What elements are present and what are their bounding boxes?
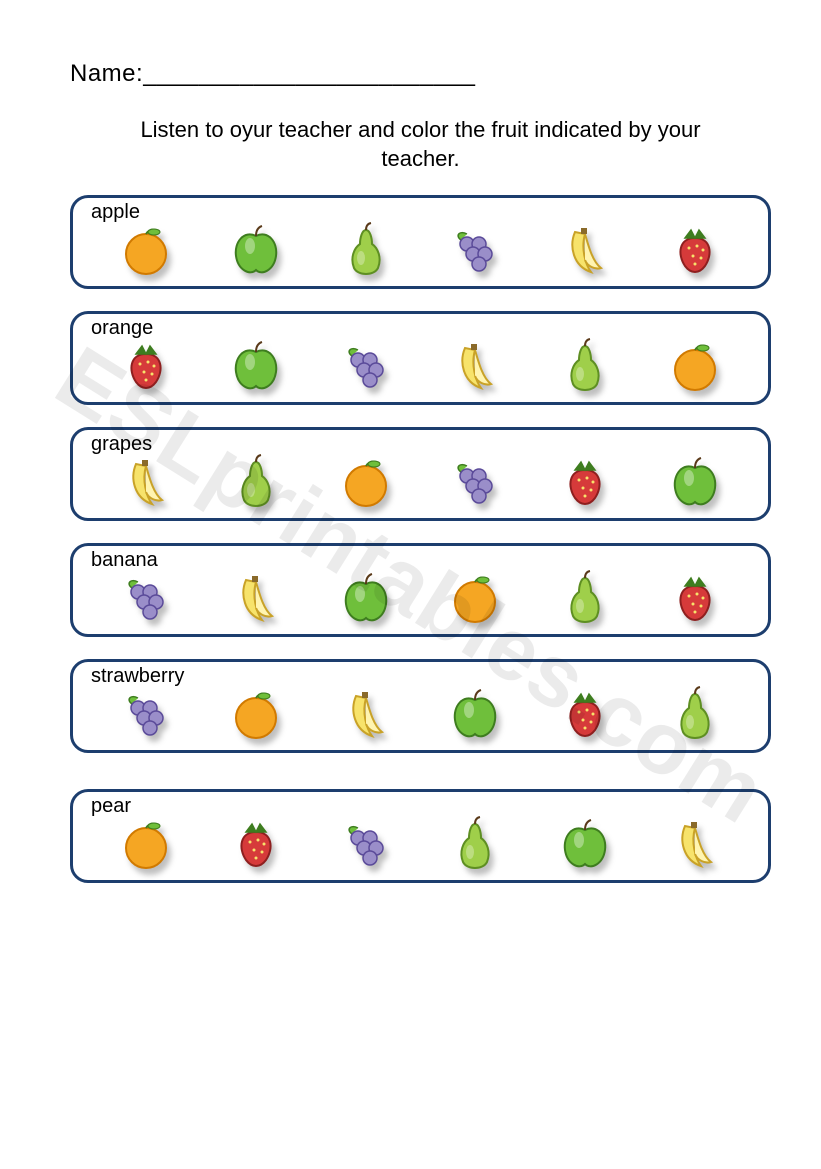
- pear-icon: [555, 568, 615, 628]
- grapes-icon: [445, 452, 505, 512]
- apple-icon: [555, 814, 615, 874]
- row-label: grapes: [91, 434, 756, 454]
- strawberry-icon: [226, 814, 286, 874]
- banana-icon: [665, 814, 725, 874]
- grapes-icon: [336, 336, 396, 396]
- row-label: apple: [91, 202, 756, 222]
- row-label: pear: [91, 796, 756, 816]
- banana-icon: [226, 568, 286, 628]
- pear-icon: [665, 684, 725, 744]
- orange-icon: [336, 452, 396, 512]
- apple-icon: [665, 452, 725, 512]
- fruit-row-pear: pear: [70, 789, 771, 883]
- row-label: orange: [91, 318, 756, 338]
- worksheet-page: Name:________________________ Listen to …: [0, 0, 821, 945]
- rows-container: apple: [70, 195, 771, 883]
- banana-icon: [445, 336, 505, 396]
- strawberry-icon: [555, 452, 615, 512]
- orange-icon: [116, 220, 176, 280]
- strawberry-icon: [665, 568, 725, 628]
- fruit-strip: [85, 814, 756, 874]
- apple-icon: [226, 220, 286, 280]
- name-field-line: Name:________________________: [70, 60, 771, 88]
- row-label: banana: [91, 550, 756, 570]
- banana-icon: [555, 220, 615, 280]
- fruit-strip: [85, 220, 756, 280]
- fruit-row-orange: orange: [70, 311, 771, 405]
- pear-icon: [336, 220, 396, 280]
- apple-icon: [336, 568, 396, 628]
- pear-icon: [226, 452, 286, 512]
- pear-icon: [445, 814, 505, 874]
- fruit-row-strawberry: strawberry: [70, 659, 771, 753]
- apple-icon: [226, 336, 286, 396]
- banana-icon: [336, 684, 396, 744]
- grapes-icon: [116, 568, 176, 628]
- orange-icon: [445, 568, 505, 628]
- instructions-text: Listen to oyur teacher and color the fru…: [121, 116, 721, 173]
- grapes-icon: [116, 684, 176, 744]
- fruit-row-banana: banana: [70, 543, 771, 637]
- pear-icon: [555, 336, 615, 396]
- banana-icon: [116, 452, 176, 512]
- strawberry-icon: [116, 336, 176, 396]
- fruit-strip: [85, 568, 756, 628]
- fruit-row-grapes: grapes: [70, 427, 771, 521]
- grapes-icon: [445, 220, 505, 280]
- row-label: strawberry: [91, 666, 756, 686]
- grapes-icon: [336, 814, 396, 874]
- orange-icon: [665, 336, 725, 396]
- strawberry-icon: [665, 220, 725, 280]
- apple-icon: [445, 684, 505, 744]
- fruit-strip: [85, 336, 756, 396]
- fruit-row-apple: apple: [70, 195, 771, 289]
- orange-icon: [116, 814, 176, 874]
- orange-icon: [226, 684, 286, 744]
- strawberry-icon: [555, 684, 615, 744]
- fruit-strip: [85, 684, 756, 744]
- fruit-strip: [85, 452, 756, 512]
